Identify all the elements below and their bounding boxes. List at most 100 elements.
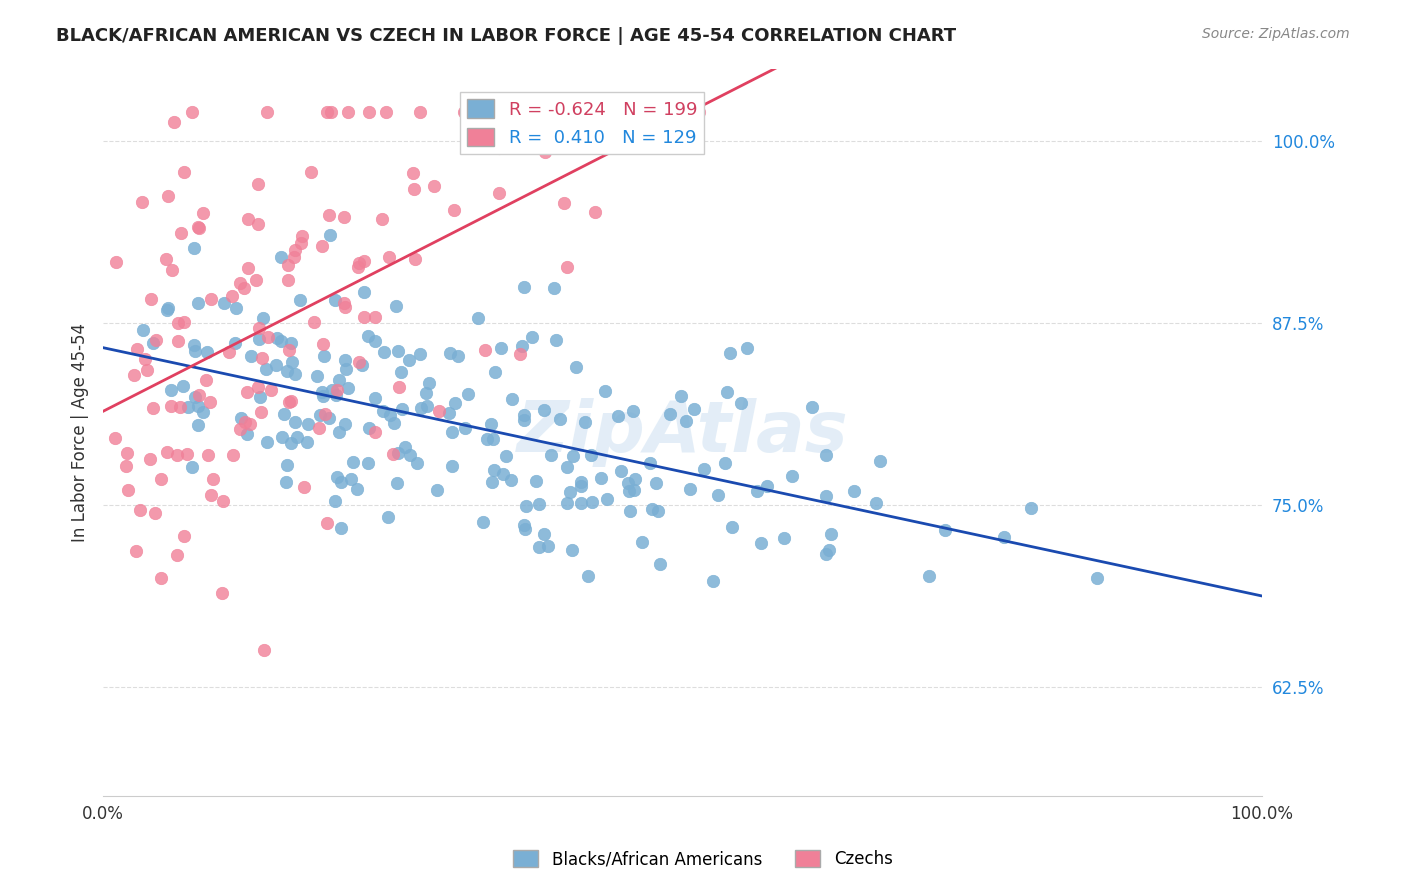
Point [239,349,262,363]
Point [423,178,446,193]
Point [166,448,188,462]
Point [212,296,235,310]
Point [264,358,287,372]
Point [187,417,209,432]
Point [496,105,519,120]
Point [211,494,233,508]
Point [735,341,758,355]
Point [141,293,163,307]
Point [318,228,340,243]
Point [166,548,188,562]
Point [513,409,536,423]
Point [311,384,333,399]
Point [336,381,359,395]
Point [561,542,583,557]
Point [447,349,470,363]
Point [773,531,796,545]
Point [477,432,499,446]
Point [284,415,307,429]
Point [193,206,215,220]
Point [150,472,173,486]
Point [617,475,640,490]
Point [658,407,681,421]
Point [162,262,184,277]
Point [595,491,617,506]
Point [131,194,153,209]
Point [347,355,370,369]
Point [254,361,277,376]
Point [122,368,145,383]
Point [318,208,340,222]
Point [270,251,292,265]
Point [312,349,335,363]
Point [247,178,270,192]
Point [252,351,274,365]
Point [501,392,523,406]
Point [377,510,399,524]
Point [382,416,405,430]
Point [198,395,221,409]
Point [638,456,661,470]
Point [160,399,183,413]
Point [187,220,209,235]
Point [156,301,179,315]
Point [180,460,202,475]
Point [136,362,159,376]
Point [569,475,592,489]
Point [555,260,578,274]
Point [679,482,702,496]
Point [284,368,307,382]
Point [142,401,165,415]
Point [229,422,252,436]
Point [235,384,257,399]
Point [515,522,537,536]
Point [489,341,512,355]
Point [256,105,278,120]
Point [167,316,190,330]
Point [721,520,744,534]
Point [993,530,1015,544]
Point [540,448,562,462]
Point [169,400,191,414]
Point [299,165,322,179]
Point [553,196,575,211]
Point [389,365,412,379]
Point [543,281,565,295]
Point [488,186,510,200]
Point [441,425,464,440]
Point [129,503,152,517]
Point [127,342,149,356]
Point [416,399,439,413]
Point [645,475,668,490]
Point [167,334,190,348]
Point [117,483,139,497]
Point [271,430,294,444]
Point [311,239,333,253]
Point [104,431,127,445]
Point [249,390,271,404]
Point [173,165,195,179]
Point [619,503,641,517]
Point [156,189,179,203]
Point [315,105,337,120]
Point [716,384,738,399]
Point [439,406,461,420]
Point [623,483,645,497]
Point [150,571,173,585]
Point [1019,500,1042,515]
Point [388,380,411,394]
Point [200,293,222,307]
Point [409,105,432,120]
Point [869,453,891,467]
Point [749,536,772,550]
Point [495,449,517,463]
Point [533,526,555,541]
Point [702,574,724,588]
Point [160,383,183,397]
Point [277,259,299,273]
Y-axis label: In Labor Force | Age 45-54: In Labor Force | Age 45-54 [72,323,89,541]
Point [134,351,156,366]
Point [353,285,375,299]
Point [648,557,671,571]
Point [139,452,162,467]
